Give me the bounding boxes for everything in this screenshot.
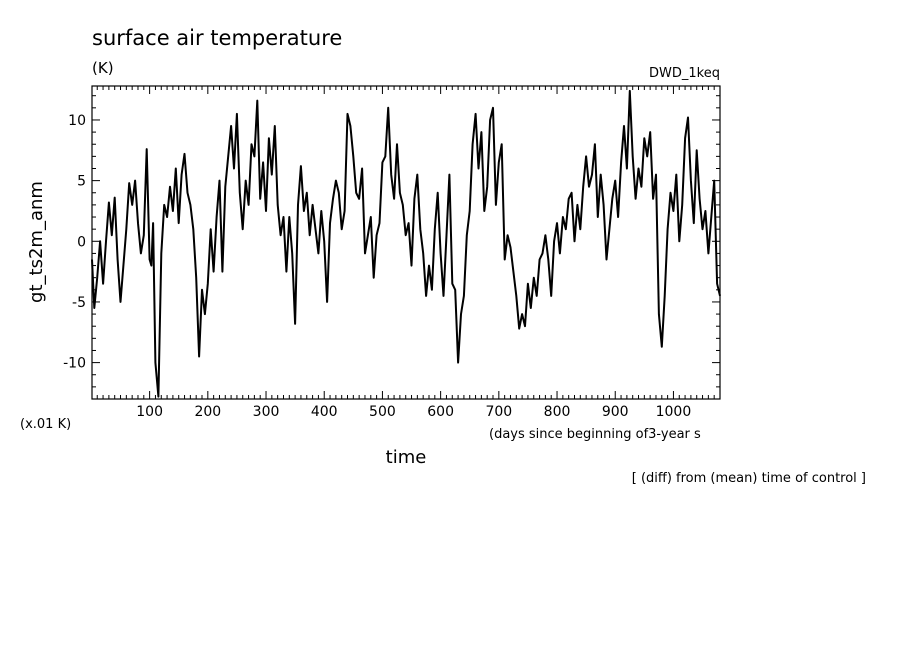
x-tick-label: 100 <box>136 404 163 420</box>
y-tick-labels: 10 5 0 -5 -10 <box>63 113 86 372</box>
y-tick-label: -5 <box>72 295 86 311</box>
y-tick-label: -10 <box>63 356 86 372</box>
x-tick-label: 800 <box>544 404 571 420</box>
plot-frame <box>91 85 721 400</box>
x-tick-label: 500 <box>369 404 396 420</box>
x-tick-label: 700 <box>485 404 512 420</box>
y-tick-label: 10 <box>68 113 86 129</box>
run-label: DWD_1keq <box>649 66 720 81</box>
chart-title: surface air temperature <box>92 26 342 50</box>
y-axis-label: gt_ts2m_anm <box>26 181 47 303</box>
unit-label: (K) <box>92 59 114 77</box>
x-tick-labels: 100 200 300 400 500 600 700 800 900 1000 <box>136 404 691 420</box>
x-tick-label: 200 <box>194 404 221 420</box>
plot-area: 100 200 300 400 500 600 700 800 900 1000 10 5 0 -5 -1… <box>63 85 721 420</box>
x-tick-label: 400 <box>311 404 338 420</box>
series-line <box>91 89 721 398</box>
footnote: [ (diff) from (mean) time of control ] <box>632 471 866 486</box>
x-tick-label: 600 <box>427 404 454 420</box>
scale-note: (x.01 K) <box>20 417 71 432</box>
x-tick-label: 1000 <box>656 404 692 420</box>
y-tick-label: 5 <box>77 174 86 190</box>
x-axis-label: time <box>386 447 427 468</box>
x-axis-units: (days since beginning of3-year s <box>489 427 701 442</box>
x-tick-label: 900 <box>602 404 629 420</box>
axis-ticks <box>92 86 720 400</box>
y-tick-label: 0 <box>77 234 86 250</box>
x-tick-label: 300 <box>253 404 280 420</box>
